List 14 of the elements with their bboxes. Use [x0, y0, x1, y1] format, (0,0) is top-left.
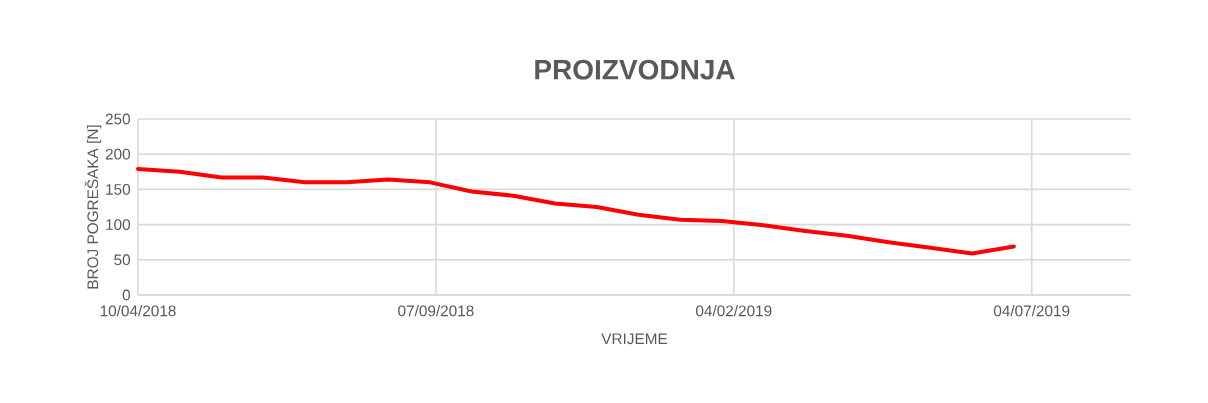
x-tick-label: 07/09/2018 [398, 305, 474, 317]
x-tick-label: 04/07/2019 [993, 305, 1070, 317]
x-axis-title: VRIJEME [601, 333, 668, 345]
chart-title: PROIZVODNJA [535, 59, 735, 80]
x-tick-label: 10/04/2018 [100, 305, 176, 317]
y-tick-label: 150 [106, 183, 131, 195]
y-axis-title: BROJ POGREŠAKA [N] [84, 125, 102, 289]
y-tick-label: 50 [114, 254, 131, 266]
y-tick-label: 0 [122, 289, 131, 301]
x-tick-label: 04/02/2019 [696, 305, 772, 317]
y-tick-label: 250 [105, 113, 131, 125]
y-tick-label: 100 [106, 219, 131, 231]
line-series [136, 166, 1016, 256]
y-tick-label: 200 [105, 148, 131, 160]
